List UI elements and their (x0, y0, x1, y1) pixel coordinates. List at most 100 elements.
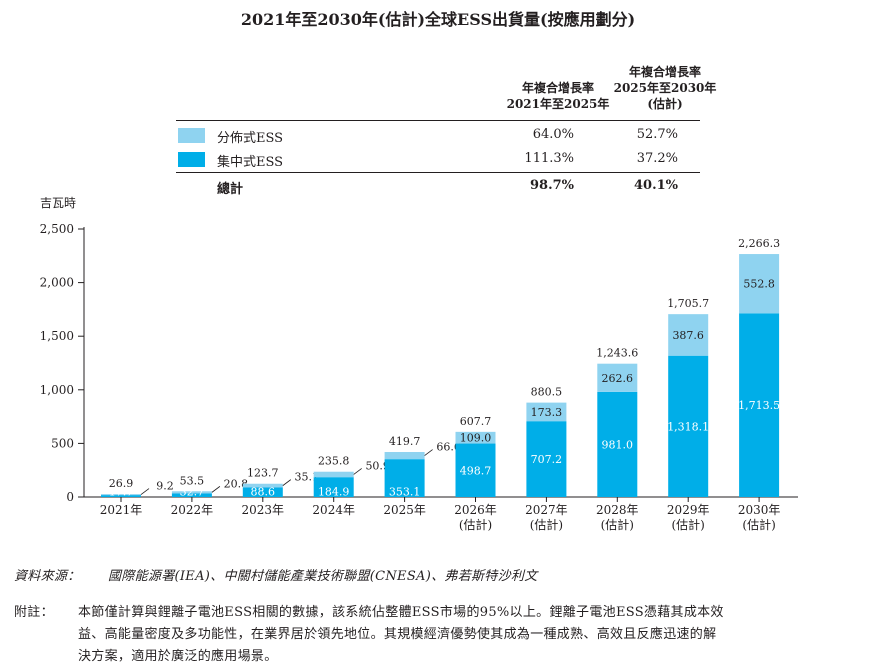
data-label-distributed: 262.6 (602, 372, 634, 385)
data-label-distributed: 50.9 (365, 459, 390, 472)
bar-segment-centralized (526, 421, 567, 497)
total-data-label: 419.7 (389, 435, 421, 448)
cagr-distributed-2021-2025: 64.0% (532, 127, 574, 142)
x-tick-label: (估計) (530, 517, 563, 532)
note-line: 益、高能量密度及多功能性，在業界居於領先地位。其規模經濟優勢使其成為一種成熟、高… (78, 627, 717, 642)
total-data-label: 123.7 (247, 467, 279, 480)
leader-line (140, 488, 150, 495)
cagr-header-line: 年複合增長率 (521, 81, 594, 95)
x-tick-label: 2023年 (242, 503, 285, 517)
y-tick-label: 2,500 (40, 222, 74, 236)
table-divider (176, 172, 700, 173)
total-data-label: 235.8 (318, 455, 350, 468)
bar-segment-distributed (171, 491, 212, 494)
bar-segment-distributed (242, 483, 283, 488)
x-tick-label: 2022年 (171, 503, 214, 517)
data-label-centralized: 498.7 (460, 464, 492, 477)
bar-chart: 吉瓦時 0 500 1,000 1,500 2,000 2,500 2021年 26.917.7… (40, 196, 798, 532)
x-tick-label: (估計) (601, 517, 634, 532)
legend-label-distributed: 分佈式ESS (217, 131, 284, 146)
data-label-distributed: 109.0 (460, 432, 492, 445)
legend-swatch-distributed (178, 128, 205, 143)
total-data-label: 2,266.3 (738, 237, 780, 250)
total-data-label: 1,243.6 (596, 347, 638, 360)
y-tick-label: 0 (66, 490, 74, 504)
total-label: 總計 (217, 182, 244, 197)
cagr-header-line: (估計) (647, 97, 683, 111)
x-tick-label: 2025年 (383, 503, 426, 517)
legend-swatch-centralized (178, 152, 205, 167)
note-line: 決方案，適用於廣泛的應用場景。 (78, 649, 278, 664)
cagr-header-line: 2021年至2025年 (506, 97, 610, 111)
cagr-centralized-2021-2025: 111.3% (524, 151, 574, 166)
bar-segment-distributed (384, 452, 425, 460)
bar-segment-distributed (526, 402, 567, 422)
cagr-total-2025-2030: 40.1% (633, 178, 678, 193)
y-tick-label: 2,000 (40, 276, 74, 290)
cagr-distributed-2025-2030: 52.7% (636, 127, 678, 142)
bar-segment-distributed (668, 314, 709, 356)
leader-line (353, 468, 362, 475)
bar-segment-centralized (171, 493, 212, 497)
note-label: 附註： (14, 605, 54, 620)
leader-line (211, 486, 221, 493)
x-tick-label: (估計) (672, 517, 705, 532)
legend-label-centralized: 集中式ESS (217, 155, 284, 170)
cagr-header-2025-2030: 年複合增長率 2025年至2030年 (估計) (600, 64, 730, 112)
data-label-centralized: 1,713.5 (738, 399, 780, 412)
total-data-label: 26.9 (109, 477, 134, 490)
x-tick-label: 2029年 (667, 503, 710, 517)
y-tick-label: 1,000 (40, 383, 74, 397)
bar-segment-centralized (242, 487, 283, 497)
note-line: 本節僅計算與鋰離子電池ESS相關的數據，該系統佔整體ESS市場的95%以上。鋰離… (78, 605, 724, 620)
bar-segment-centralized (101, 495, 141, 497)
data-label-centralized: 184.9 (318, 486, 350, 499)
data-label-distributed: 66.6 (436, 441, 461, 454)
x-tick-label: 2028年 (596, 503, 639, 517)
data-label-distributed: 173.3 (531, 406, 563, 419)
cagr-total-2021-2025: 98.7% (529, 178, 574, 193)
x-tick-label: (估計) (742, 517, 775, 532)
table-divider (176, 120, 700, 121)
bar-segment-centralized (313, 477, 354, 497)
bar-segment-centralized (668, 355, 709, 497)
chart-title: 2021年至2030年(估計)全球ESS出貨量(按應用劃分) (240, 10, 636, 29)
bar-segment-distributed (597, 363, 638, 392)
data-label-centralized: 88.6 (251, 486, 276, 499)
total-data-label: 1,705.7 (667, 297, 709, 310)
bar-segment-distributed (739, 254, 780, 314)
y-tick-label: 1,500 (40, 329, 74, 343)
x-tick-label: 2021年 (100, 503, 143, 517)
x-tick-label: 2030年 (738, 503, 781, 517)
bar-segment-centralized (384, 459, 425, 497)
data-label-distributed: 9.2 (156, 480, 174, 493)
cagr-centralized-2025-2030: 37.2% (636, 151, 678, 166)
data-label-centralized: 353.1 (389, 486, 421, 499)
bar-segment-centralized (739, 313, 780, 497)
bar-segment-distributed (101, 494, 141, 496)
x-tick-label: 2027年 (525, 503, 568, 517)
data-label-distributed: 387.6 (672, 329, 704, 342)
x-tick-label: (估計) (459, 517, 492, 532)
total-data-label: 880.5 (531, 386, 563, 399)
source-text: 國際能源署(IEA)、中關村儲能產業技術聯盟(CNESA)、弗若斯特沙利文 (108, 569, 538, 584)
leader-line (424, 449, 433, 456)
data-label-distributed: 35.1 (295, 471, 320, 484)
x-tick-label: 2026年 (454, 503, 497, 517)
bar-segment-centralized (597, 391, 638, 497)
data-label-centralized: 32.7 (180, 486, 205, 499)
y-axis-title: 吉瓦時 (40, 196, 76, 210)
total-data-label: 607.7 (460, 415, 492, 428)
bar-segment-distributed (455, 431, 496, 444)
cagr-header-2021-2025: 年複合增長率 2021年至2025年 (488, 80, 628, 112)
note-body: 本節僅計算與鋰離子電池ESS相關的數據，該系統佔整體ESS市場的95%以上。鋰離… (78, 602, 870, 668)
data-label-distributed: 552.8 (743, 278, 775, 291)
cagr-header-line: 年複合增長率 (628, 65, 701, 79)
y-tick-label: 500 (51, 436, 74, 450)
data-label-centralized: 981.0 (602, 438, 634, 451)
x-tick-label: 2024年 (312, 503, 355, 517)
total-data-label: 53.5 (180, 474, 205, 487)
bar-segment-distributed (313, 471, 354, 478)
leader-line (282, 479, 292, 486)
data-label-distributed: 20.8 (224, 477, 249, 490)
